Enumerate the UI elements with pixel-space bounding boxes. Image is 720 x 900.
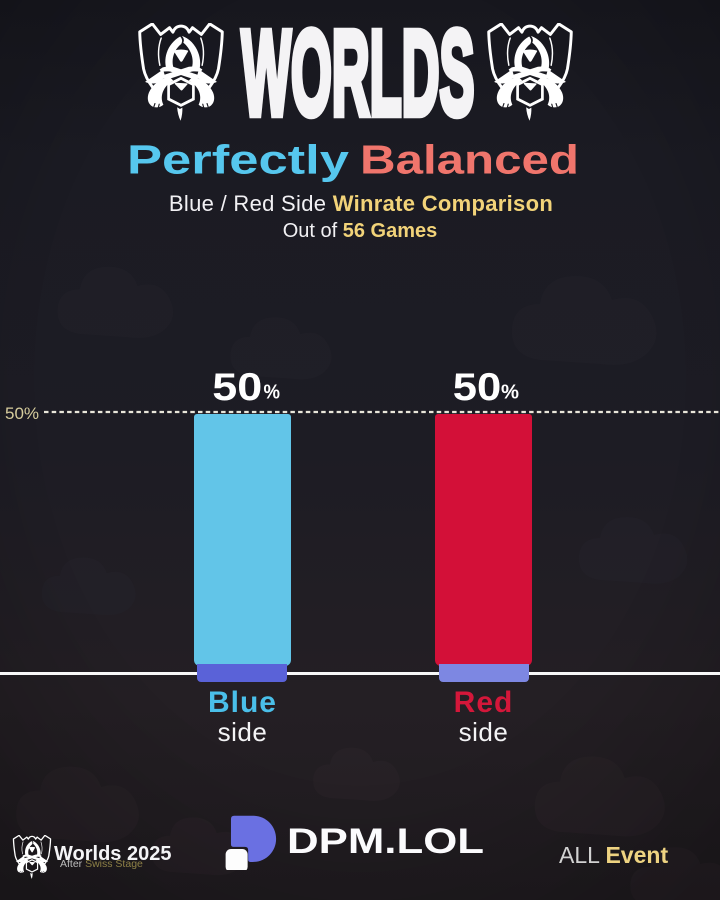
svg-text:DPM.LOL: DPM.LOL: [287, 822, 484, 861]
svg-text:Balanced: Balanced: [360, 136, 579, 182]
svg-text:%: %: [501, 382, 519, 404]
svg-text:WORLDS: WORLDS: [242, 18, 475, 124]
svg-text:50: 50: [453, 366, 502, 409]
svg-text:%: %: [264, 382, 281, 404]
svg-text:50: 50: [212, 366, 262, 409]
svg-text:Perfectly: Perfectly: [127, 136, 349, 182]
